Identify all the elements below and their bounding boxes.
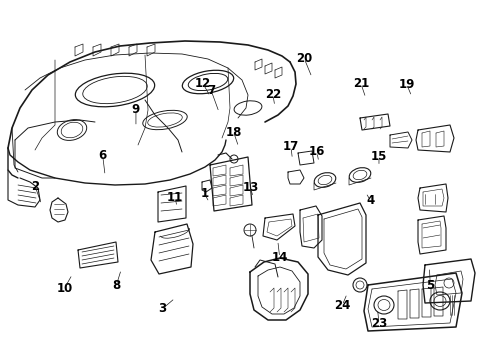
Text: 12: 12 <box>194 77 211 90</box>
Text: 3: 3 <box>158 302 166 315</box>
Text: 21: 21 <box>352 77 368 90</box>
Text: 16: 16 <box>308 145 325 158</box>
Text: 6: 6 <box>99 149 106 162</box>
Text: 8: 8 <box>112 279 120 292</box>
Text: 1: 1 <box>200 187 208 200</box>
Text: 18: 18 <box>225 126 242 139</box>
Text: 2: 2 <box>31 180 39 193</box>
Text: 9: 9 <box>132 103 140 116</box>
Text: 24: 24 <box>333 299 350 312</box>
Text: 22: 22 <box>264 88 281 101</box>
Text: 13: 13 <box>242 181 258 194</box>
Text: 17: 17 <box>282 140 299 153</box>
Text: 14: 14 <box>271 251 287 264</box>
Text: 19: 19 <box>398 78 414 91</box>
Text: 5: 5 <box>426 279 433 292</box>
Text: 20: 20 <box>295 52 312 65</box>
Text: 10: 10 <box>56 282 73 294</box>
Text: 23: 23 <box>370 317 386 330</box>
Text: 4: 4 <box>366 194 374 207</box>
Text: 11: 11 <box>166 191 183 204</box>
Text: 7: 7 <box>207 84 215 97</box>
Text: 15: 15 <box>370 150 386 163</box>
